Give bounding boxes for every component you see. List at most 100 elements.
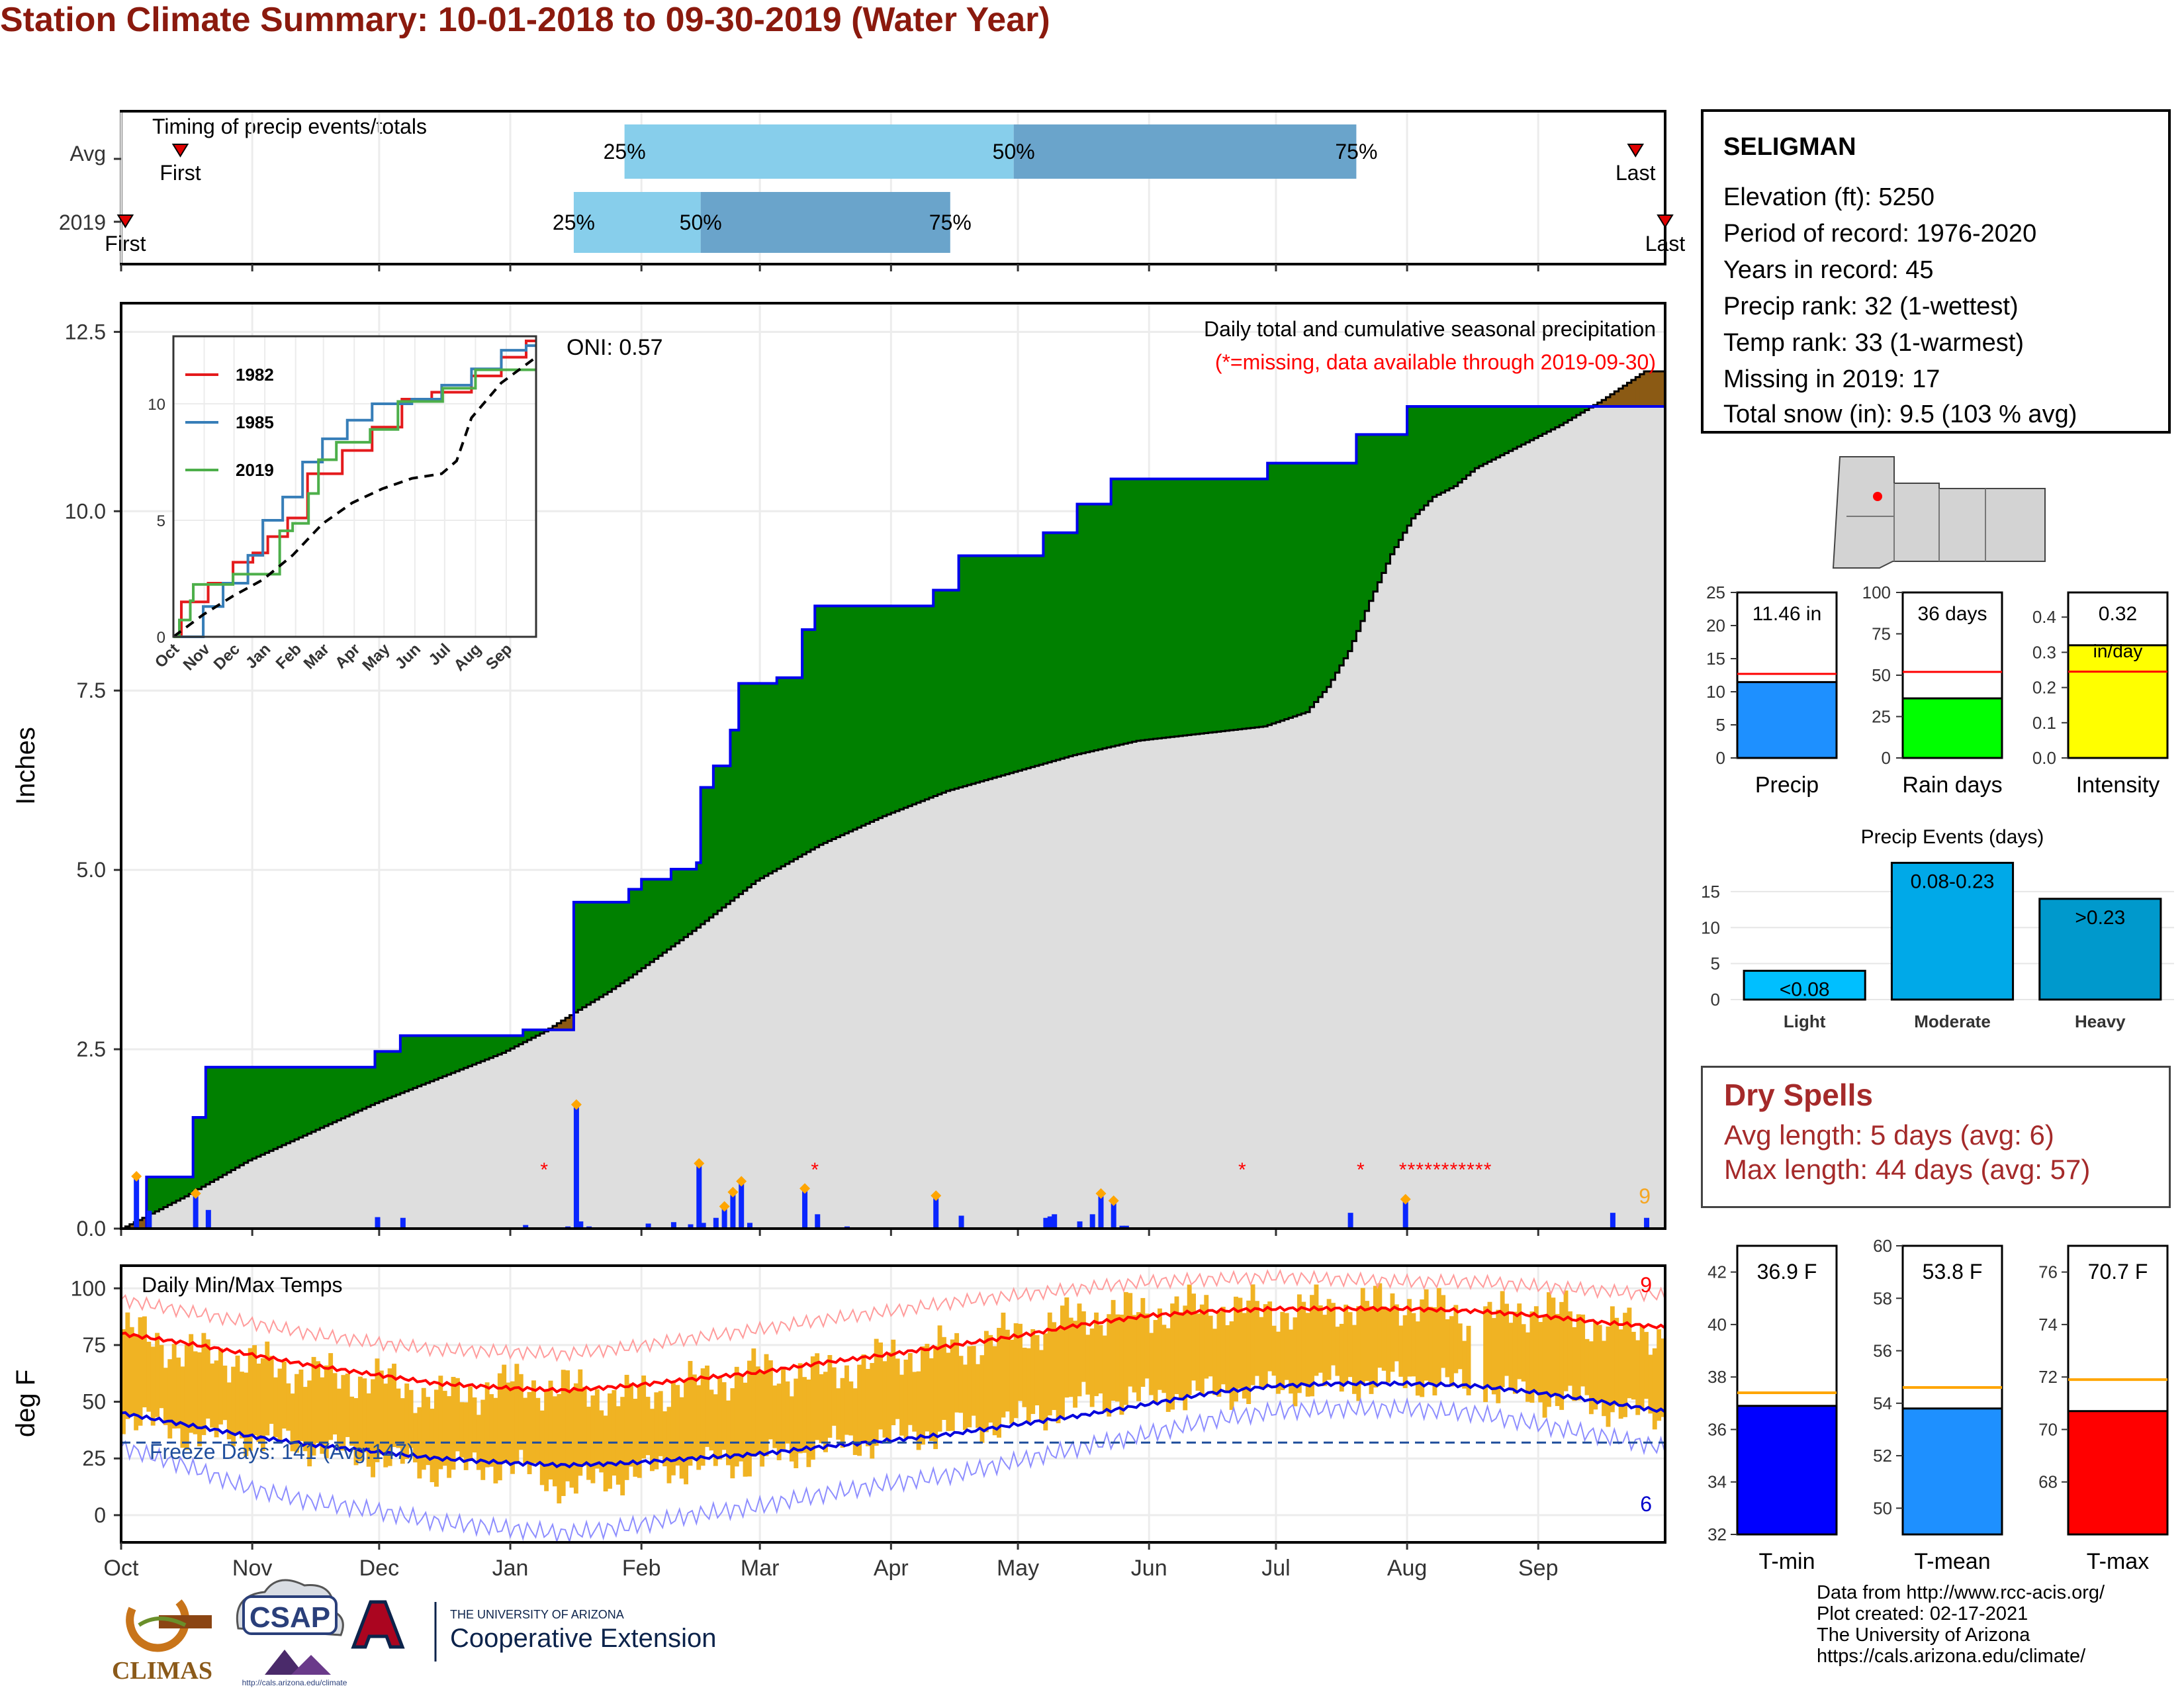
daily-temp-range-bar	[222, 1365, 228, 1421]
daily-temp-range-bar	[857, 1364, 862, 1456]
summary-bar-value: 36 days	[1917, 603, 1987, 625]
daily-temp-range-bar	[785, 1381, 790, 1444]
daily-temp-range-bar	[1567, 1311, 1572, 1386]
above-average-area	[1394, 434, 1399, 547]
above-average-area	[1234, 479, 1239, 730]
daily-precip-bar	[700, 1223, 706, 1229]
daily-temp-range-bar	[1386, 1309, 1391, 1383]
daily-temp-range-bar	[772, 1385, 778, 1448]
daily-temp-range-bar	[954, 1333, 960, 1413]
daily-temp-range-bar	[1424, 1289, 1429, 1381]
station-info-line: Missing in 2019: 17	[1723, 365, 1940, 393]
daily-precip-bar	[1098, 1194, 1104, 1229]
above-average-area	[1267, 463, 1273, 726]
daily-temp-range-bar	[1013, 1323, 1019, 1419]
daily-temp-range-bar	[789, 1396, 794, 1462]
daily-temp-range-bar	[1098, 1325, 1103, 1394]
daily-temp-range-bar	[1178, 1312, 1183, 1401]
daily-temp-range-bar	[121, 1329, 126, 1434]
above-average-area	[447, 1035, 452, 1075]
daily-precip-marker	[694, 1158, 705, 1169]
daily-temp-range-bar	[1052, 1322, 1057, 1411]
above-average-area	[1128, 479, 1133, 743]
above-average-area	[797, 677, 803, 857]
events-bar	[2038, 898, 2162, 1001]
daily-temp-range-bar	[1420, 1299, 1425, 1397]
above-average-area	[171, 1176, 177, 1203]
daily-temp-range-bar	[1165, 1328, 1171, 1412]
daily-temp-range-bar	[1043, 1333, 1048, 1430]
above-average-area	[1212, 479, 1218, 733]
daily-temp-range-bar	[447, 1396, 452, 1478]
daily-temp-range-bar	[594, 1389, 600, 1469]
daily-precip-bar	[958, 1215, 964, 1229]
daily-temp-range-bar	[1563, 1290, 1569, 1391]
daily-temp-range-bar	[1411, 1313, 1416, 1377]
events-bar	[1743, 970, 1866, 1001]
above-average-area	[1339, 463, 1344, 666]
daily-temp-range-bar	[353, 1398, 359, 1466]
daily-temp-range-bar	[1009, 1339, 1015, 1424]
daily-temp-range-bar	[226, 1382, 232, 1440]
above-average-area	[535, 1029, 541, 1036]
daily-precip-bar	[573, 1105, 579, 1229]
daily-temp-range-bar	[1081, 1311, 1086, 1382]
above-average-area	[1457, 406, 1463, 483]
temp-ytick-label: 75	[82, 1333, 106, 1357]
temp-title: Daily Min/Max Temps	[142, 1273, 342, 1297]
daily-precip-bar	[670, 1222, 676, 1229]
daily-temp-range-bar	[463, 1402, 469, 1470]
temp-ytick-label: 25	[82, 1446, 106, 1470]
above-average-area	[1263, 479, 1268, 727]
daily-precip-bar	[375, 1217, 381, 1229]
daily-temp-range-bar	[1466, 1325, 1471, 1395]
daily-temp-range-bar	[433, 1389, 439, 1487]
daily-temp-range-bar	[248, 1348, 253, 1451]
daily-temp-range-bar	[899, 1374, 904, 1436]
daily-temp-range-bar	[933, 1346, 938, 1450]
daily-temp-range-bar	[1335, 1327, 1340, 1376]
daily-temp-range-bar	[332, 1373, 338, 1435]
above-average-area	[1191, 479, 1197, 735]
above-average-area	[510, 1035, 516, 1049]
above-average-area	[1136, 479, 1142, 741]
above-average-area	[265, 1067, 270, 1153]
daily-temp-range-bar	[1559, 1301, 1565, 1410]
daily-temp-range-bar	[1047, 1312, 1052, 1416]
daily-temp-range-bar	[197, 1352, 202, 1446]
daily-precip-bar	[1077, 1221, 1083, 1229]
above-average-area	[958, 555, 964, 788]
station-name: SELIGMAN	[1723, 133, 1856, 161]
above-average-area	[1445, 406, 1450, 491]
summary-bar-tick-label: 0	[1882, 748, 1891, 768]
daily-temp-range-bar	[1250, 1284, 1255, 1385]
daily-temp-range-bar	[1428, 1307, 1433, 1383]
events-category-label: Light	[1784, 1011, 1826, 1031]
daily-temp-range-bar	[1343, 1304, 1349, 1383]
daily-temp-range-bar	[1618, 1329, 1623, 1419]
daily-precip-bar	[739, 1182, 745, 1229]
above-average-area	[1242, 479, 1247, 729]
above-average-area	[1301, 463, 1306, 714]
timing-row-label-2019: 2019	[59, 211, 106, 234]
precip-ytick-label: 7.5	[77, 679, 106, 702]
temp-ytick-label: 50	[82, 1390, 106, 1414]
summary-bar-label: Precip	[1755, 773, 1819, 798]
daily-temp-range-bar	[692, 1374, 697, 1458]
above-average-area	[1449, 406, 1455, 489]
above-average-area	[214, 1067, 219, 1180]
above-average-area	[886, 606, 891, 815]
daily-temp-range-bar	[962, 1364, 968, 1430]
above-average-area	[239, 1067, 244, 1166]
precip-legend-line2: (*=missing, data available through 2019-…	[1215, 350, 1656, 374]
daily-temp-range-bar	[751, 1348, 756, 1457]
daily-temp-range-bar	[624, 1374, 629, 1480]
daily-precip-bar	[696, 1164, 702, 1229]
above-average-area	[1555, 406, 1560, 428]
temp-summary-value: 36.9 F	[1757, 1260, 1817, 1284]
above-average-area	[1073, 532, 1078, 755]
above-average-area	[1119, 479, 1124, 745]
average-precip-area	[121, 371, 1665, 1229]
daily-precip-bar	[1644, 1217, 1650, 1229]
above-average-area	[1572, 406, 1577, 418]
